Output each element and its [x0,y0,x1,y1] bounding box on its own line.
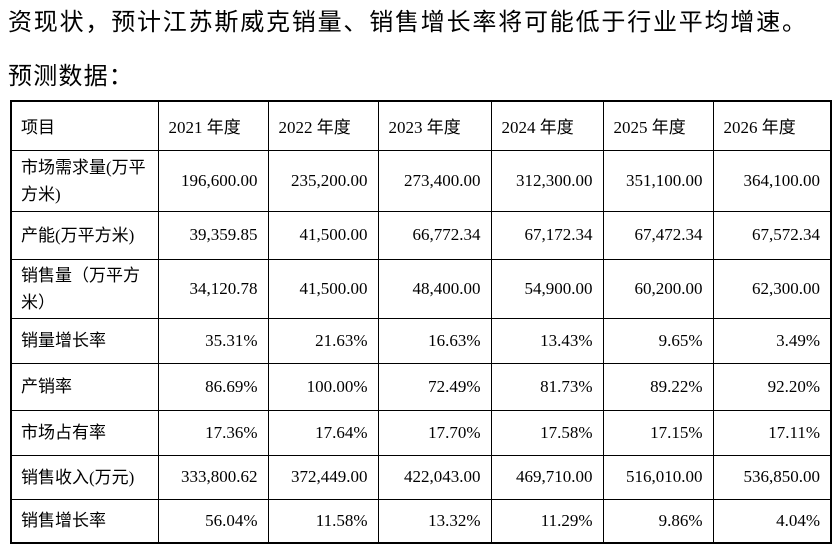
table-row-production-sales-ratio: 产销率 86.69% 100.00% 72.49% 81.73% 89.22% … [10,362,832,411]
row-label: 销售量（万平方米） [10,258,159,319]
value-cell: 17.70% [377,409,492,456]
value-cell: 48,400.00 [377,258,492,319]
value-cell: 9.65% [602,317,714,364]
value-cell: 66,772.34 [377,210,492,260]
column-header-2021: 2021 年度 [157,100,269,151]
value-cell: 67,172.34 [490,210,604,260]
value-cell: 17.36% [157,409,269,456]
value-cell: 67,472.34 [602,210,714,260]
value-cell: 364,100.00 [712,149,832,212]
column-header-2024: 2024 年度 [490,100,604,151]
value-cell: 13.32% [377,498,492,544]
value-cell: 4.04% [712,498,832,544]
value-cell: 273,400.00 [377,149,492,212]
table-row-volume-growth-rate: 销量增长率 35.31% 21.63% 16.63% 13.43% 9.65% … [10,317,832,364]
value-cell: 62,300.00 [712,258,832,319]
value-cell: 21.63% [267,317,379,364]
value-cell: 312,300.00 [490,149,604,212]
value-cell: 17.58% [490,409,604,456]
value-cell: 100.00% [267,362,379,411]
row-label: 销量增长率 [10,317,159,364]
row-label: 产能(万平方米) [10,210,159,260]
value-cell: 11.29% [490,498,604,544]
value-cell: 235,200.00 [267,149,379,212]
row-label: 产销率 [10,362,159,411]
value-cell: 536,850.00 [712,454,832,500]
value-cell: 9.86% [602,498,714,544]
table-header-row: 项目 2021 年度 2022 年度 2023 年度 2024 年度 2025 … [10,100,832,151]
table-row-market-demand: 市场需求量(万平方米) 196,600.00 235,200.00 273,40… [10,149,832,212]
value-cell: 54,900.00 [490,258,604,319]
column-header-item: 项目 [10,100,159,151]
value-cell: 16.63% [377,317,492,364]
value-cell: 67,572.34 [712,210,832,260]
value-cell: 72.49% [377,362,492,411]
forecast-data-table: 项目 2021 年度 2022 年度 2023 年度 2024 年度 2025 … [10,100,832,544]
value-cell: 89.22% [602,362,714,411]
value-cell: 34,120.78 [157,258,269,319]
value-cell: 351,100.00 [602,149,714,212]
row-label: 销售增长率 [10,498,159,544]
value-cell: 422,043.00 [377,454,492,500]
value-cell: 35.31% [157,317,269,364]
value-cell: 469,710.00 [490,454,604,500]
value-cell: 41,500.00 [267,210,379,260]
column-header-2025: 2025 年度 [602,100,714,151]
table-row-capacity: 产能(万平方米) 39,359.85 41,500.00 66,772.34 6… [10,210,832,260]
value-cell: 17.64% [267,409,379,456]
row-label: 市场需求量(万平方米) [10,149,159,212]
row-label: 销售收入(万元) [10,454,159,500]
paragraph-text: 资现状，预计江苏斯威克销量、销售增长率将可能低于行业平均增速。 [8,10,808,36]
value-cell: 17.11% [712,409,832,456]
column-header-2023: 2023 年度 [377,100,492,151]
column-header-2022: 2022 年度 [267,100,379,151]
column-header-2026: 2026 年度 [712,100,832,151]
value-cell: 60,200.00 [602,258,714,319]
value-cell: 81.73% [490,362,604,411]
value-cell: 39,359.85 [157,210,269,260]
value-cell: 17.15% [602,409,714,456]
table-row-revenue-growth-rate: 销售增长率 56.04% 11.58% 13.32% 11.29% 9.86% … [10,498,832,544]
value-cell: 196,600.00 [157,149,269,212]
value-cell: 11.58% [267,498,379,544]
value-cell: 92.20% [712,362,832,411]
row-label: 市场占有率 [10,409,159,456]
value-cell: 372,449.00 [267,454,379,500]
value-cell: 86.69% [157,362,269,411]
value-cell: 56.04% [157,498,269,544]
value-cell: 41,500.00 [267,258,379,319]
value-cell: 333,800.62 [157,454,269,500]
value-cell: 13.43% [490,317,604,364]
value-cell: 516,010.00 [602,454,714,500]
table-row-market-share: 市场占有率 17.36% 17.64% 17.70% 17.58% 17.15%… [10,409,832,456]
value-cell: 3.49% [712,317,832,364]
section-label: 预测数据： [8,64,134,90]
table-row-sales-volume: 销售量（万平方米） 34,120.78 41,500.00 48,400.00 … [10,258,832,319]
table-row-sales-revenue: 销售收入(万元) 333,800.62 372,449.00 422,043.0… [10,454,832,500]
